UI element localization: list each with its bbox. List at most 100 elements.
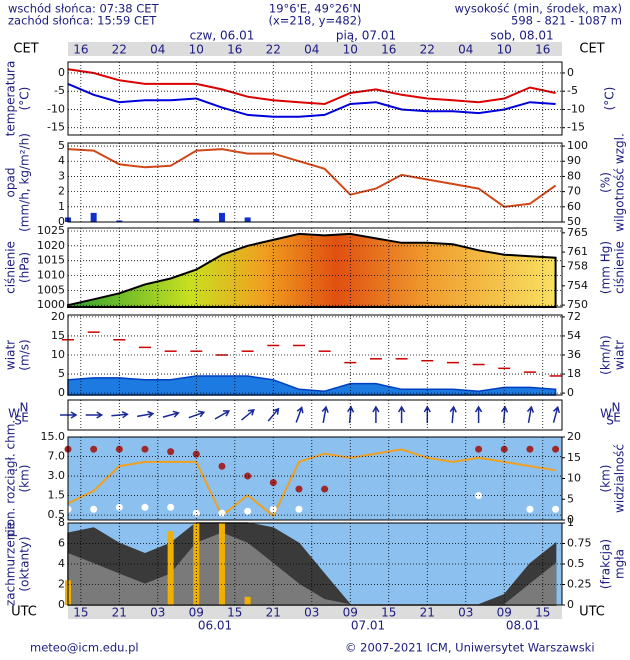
bottom-tick-label: 09 — [497, 606, 512, 620]
data-bar — [218, 212, 225, 222]
y2-tick-label: -5 — [567, 84, 578, 97]
bottom-axis-label: UTC — [11, 605, 37, 620]
y2-tick-label: 54 — [567, 329, 581, 342]
data-line — [67, 448, 556, 518]
cloud-dot — [218, 509, 226, 517]
y2-tick-label: 0.5 — [567, 557, 585, 570]
y-tick-label: 20 — [51, 310, 65, 323]
bottom-tick-label: 15 — [73, 606, 88, 620]
compass-label: W — [600, 407, 612, 421]
top-tick-label: 22 — [112, 43, 127, 57]
wind-arrow — [162, 410, 180, 418]
y2-tick-label: 754 — [567, 279, 588, 292]
cloud-dot — [115, 503, 123, 511]
cloud-dot — [244, 507, 252, 515]
y-tick-label: 6 — [58, 537, 65, 550]
data-line — [67, 82, 556, 118]
y2-tick-label: 5 — [567, 492, 574, 505]
top-tick-label: 10 — [497, 43, 512, 57]
bottom-tick-label: 09 — [189, 606, 204, 620]
bottom-day-label: 08.01 — [506, 619, 540, 633]
y2-axis-label: wiatr — [613, 340, 627, 370]
y-tick-label: 7.0 — [48, 450, 66, 463]
panel-frame — [67, 314, 563, 396]
y2-tick-label: 100 — [567, 139, 588, 152]
top-axis-label: CET — [13, 42, 38, 57]
y-tick-label: 0 — [58, 598, 65, 611]
y-tick-label: 1015 — [37, 254, 65, 267]
y-tick-label: 3 — [58, 169, 65, 182]
bottom-tick-label: 21 — [420, 606, 435, 620]
y-tick-label: 0 — [58, 66, 65, 79]
y-tick-label: 0.5 — [48, 508, 66, 521]
y-axis-label: pion. rozciągł. chm. — [4, 420, 18, 538]
bottom-tick-label: 03 — [304, 606, 319, 620]
y-tick-label: 1005 — [37, 283, 65, 296]
y-tick-label: -15 — [47, 121, 65, 134]
top-day-label: pią, 07.01 — [336, 29, 396, 43]
y-axis-label: ciśnienie — [4, 241, 18, 294]
top-tick-label: 10 — [343, 43, 358, 57]
y2-tick-label: 10 — [567, 472, 581, 485]
compass-label: N — [612, 401, 621, 415]
y-axis-label: temperatura — [4, 61, 18, 137]
y-axis-label: (°C) — [18, 87, 32, 111]
cloud-dot — [295, 485, 303, 493]
y2-tick-label: 0 — [567, 513, 574, 526]
compass-label: S — [606, 414, 614, 428]
panel-frame — [67, 142, 563, 223]
panel-background — [68, 143, 562, 222]
cloud-dot — [141, 445, 149, 453]
coords: 19°6'E, 49°26'N — [269, 2, 361, 16]
bottom-tick-label: 15 — [381, 606, 396, 620]
compass-label: N — [20, 401, 29, 415]
panel-frame — [67, 522, 563, 606]
y2-tick-label: 1 — [567, 516, 574, 529]
y2-tick-label: 758 — [567, 260, 588, 273]
bottom-axis-label: UTC — [579, 605, 605, 620]
y-axis-label: zachmurzenie — [4, 522, 18, 606]
y2-tick-label: 761 — [567, 245, 588, 258]
y2-axis-label: (frakcja) — [599, 539, 613, 589]
data-area — [67, 375, 557, 396]
cloud-dot — [192, 450, 200, 458]
data-bar — [193, 218, 200, 222]
y-axis-label: (km) — [18, 464, 32, 492]
top-axis-strip — [68, 42, 562, 56]
y-tick-label: 5 — [58, 139, 65, 152]
y2-axis-label: mgła — [613, 549, 627, 579]
y2-tick-label: 20 — [567, 430, 581, 443]
top-tick-label: 16 — [535, 43, 550, 57]
elevation-label: wysokość (min, środek, max) — [455, 2, 622, 16]
y-axis-label: (hPa) — [18, 252, 32, 283]
panel-frame — [67, 399, 563, 431]
y2-tick-label: 60 — [567, 200, 581, 213]
sunset: zachód słońca: 15:59 CET — [8, 14, 157, 28]
cloud-dot — [552, 445, 560, 453]
y2-tick-label: 72 — [567, 310, 581, 323]
bottom-tick-label: 21 — [266, 606, 281, 620]
y2-tick-label: 36 — [567, 348, 581, 361]
y-tick-label: 8 — [58, 516, 65, 529]
y2-tick-label: 70 — [567, 185, 581, 198]
wind-arrow — [474, 405, 483, 423]
y2-tick-label: 750 — [567, 298, 588, 311]
bottom-axis-strip — [68, 606, 562, 619]
y-tick-label: 1010 — [37, 269, 65, 282]
wind-arrow — [214, 410, 231, 420]
wind-arrow — [397, 405, 406, 423]
compass-label: S — [14, 414, 22, 428]
y2-axis-label: wilgotność wzgl. — [613, 133, 627, 232]
cloud-dot — [244, 472, 252, 480]
y-tick-label: 1.5 — [48, 489, 66, 502]
y2-tick-label: 18 — [567, 367, 581, 380]
cloud-dot — [321, 485, 329, 493]
grid-point: (x=218, y=482) — [268, 14, 361, 28]
y-tick-label: 1000 — [37, 298, 65, 311]
sunrise: wschód słońca: 07:38 CET — [8, 2, 160, 16]
compass-label: E — [21, 411, 29, 425]
cloud-dot — [526, 505, 534, 513]
cloud-dot — [141, 503, 149, 511]
cloud-dot — [90, 505, 98, 513]
